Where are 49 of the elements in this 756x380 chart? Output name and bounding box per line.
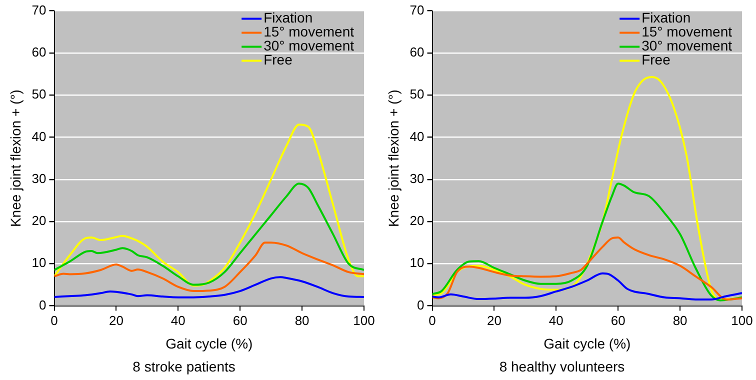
y-tick-label: 30 — [410, 170, 424, 186]
y-tick-label: 0 — [417, 297, 424, 312]
x-tick-label: 60 — [610, 313, 626, 328]
y-tick-label: 10 — [32, 255, 46, 270]
y-axis-title: Knee joint flexion + (°) — [385, 90, 402, 228]
x-axis-title: Gait cycle (%) — [544, 336, 631, 352]
y-tick-label: 10 — [410, 255, 424, 270]
x-tick-label: 80 — [672, 313, 688, 328]
x-tick-label: 80 — [294, 313, 310, 328]
y-tick-label: 60 — [32, 44, 46, 60]
y-tick-label: 20 — [32, 213, 46, 228]
x-tick-label: 0 — [50, 313, 58, 328]
legend-label: 15° movement — [642, 24, 732, 40]
legend-label: 15° movement — [264, 24, 354, 40]
y-tick-label: 60 — [410, 44, 424, 60]
y-tick-label: 70 — [410, 2, 424, 18]
line-series — [54, 276, 364, 298]
line-series — [432, 236, 742, 300]
text: 8 stroke patients — [132, 358, 236, 374]
legend-label: Fixation — [642, 10, 691, 26]
line-series — [54, 242, 364, 292]
line-series — [432, 182, 742, 302]
x-tick-label: 60 — [232, 313, 248, 328]
x-tick-label: 100 — [731, 313, 753, 328]
legend-label: 30° movement — [642, 38, 732, 54]
y-tick-label: 70 — [32, 2, 46, 18]
line-series — [54, 124, 364, 287]
y-tick-label: 50 — [410, 86, 424, 102]
legend-label: Free — [642, 52, 671, 68]
text: 8 healthy volunteers — [499, 358, 625, 374]
x-tick-label: 40 — [548, 313, 564, 328]
y-tick-label: 0 — [39, 297, 46, 312]
legend-label: 30° movement — [264, 38, 354, 54]
y-axis-title: Knee joint flexion + (°) — [7, 90, 24, 228]
legend-label: Fixation — [264, 10, 313, 26]
y-tick-label: 40 — [32, 128, 46, 144]
legend-label: Free — [264, 52, 293, 68]
y-tick-label: 40 — [410, 128, 424, 144]
x-tick-label: 0 — [428, 313, 436, 328]
y-tick-label: 30 — [32, 170, 46, 186]
line-series — [54, 182, 364, 286]
x-tick-label: 20 — [486, 313, 502, 328]
x-axis-title: Gait cycle (%) — [166, 336, 253, 352]
x-tick-label: 100 — [353, 313, 375, 328]
x-tick-label: 20 — [108, 313, 124, 328]
y-tick-label: 50 — [32, 86, 46, 102]
y-tick-label: 20 — [410, 213, 424, 228]
line-series — [432, 272, 742, 300]
x-tick-label: 40 — [170, 313, 186, 328]
